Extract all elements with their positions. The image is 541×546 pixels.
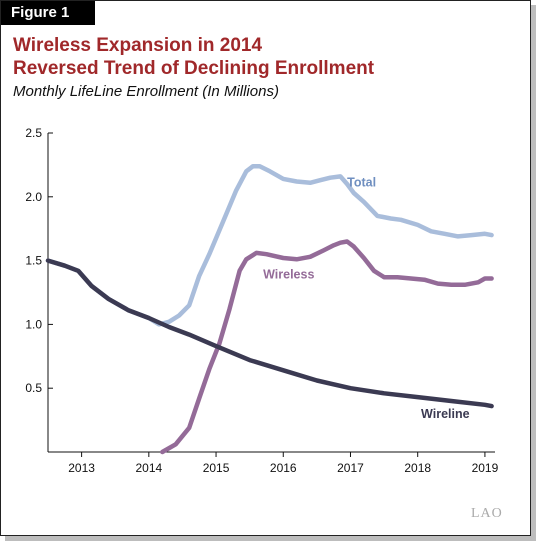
y-tick-label: 2.5 <box>25 126 42 140</box>
chart-axes: 0.5 1.0 1.5 2.0 2.5 2013 2014 2015 2016 2017 2018 2… <box>25 126 498 475</box>
lao-logo: LAO <box>471 506 503 521</box>
chart-subtitle: Monthly LifeLine Enrollment (In Millions… <box>13 83 279 100</box>
x-tick-label: 2018 <box>404 461 431 475</box>
chart-title-line-1: Wireless Expansion in 2014 <box>13 35 263 56</box>
chart-svg: 0.5 1.0 1.5 2.0 2.5 2013 2014 2015 2016 2017 2018 2… <box>25 126 498 475</box>
series-line-wireline <box>45 258 494 409</box>
x-tick-label: 2013 <box>68 461 95 475</box>
chart-series <box>45 163 494 455</box>
series-label-wireline: Wireline <box>421 407 470 421</box>
x-tick-label: 2019 <box>472 461 499 475</box>
chart-title: Wireless Expansion in 2014 Reversed Tren… <box>13 34 513 80</box>
figure-label: Figure 1 <box>1 1 95 25</box>
chart-title-line-2: Reversed Trend of Declining Enrollment <box>13 58 375 79</box>
chart-labels: Total Wireless Wireline <box>263 176 470 422</box>
x-tick-label: 2015 <box>203 461 230 475</box>
y-tick-label: 1.5 <box>25 254 42 268</box>
y-tick-label: 0.5 <box>25 381 42 395</box>
x-tick-label: 2016 <box>270 461 297 475</box>
y-tick-label: 2.0 <box>25 190 42 204</box>
series-line-wireless <box>160 239 494 455</box>
series-label-wireless: Wireless <box>263 267 314 281</box>
series-label-total: Total <box>347 176 376 190</box>
x-tick-label: 2017 <box>337 461 364 475</box>
figure-frame: Figure 1 Wireless Expansion in 2014 Reve… <box>0 0 531 536</box>
x-tick-label: 2014 <box>135 461 162 475</box>
y-tick-label: 1.0 <box>25 317 42 331</box>
